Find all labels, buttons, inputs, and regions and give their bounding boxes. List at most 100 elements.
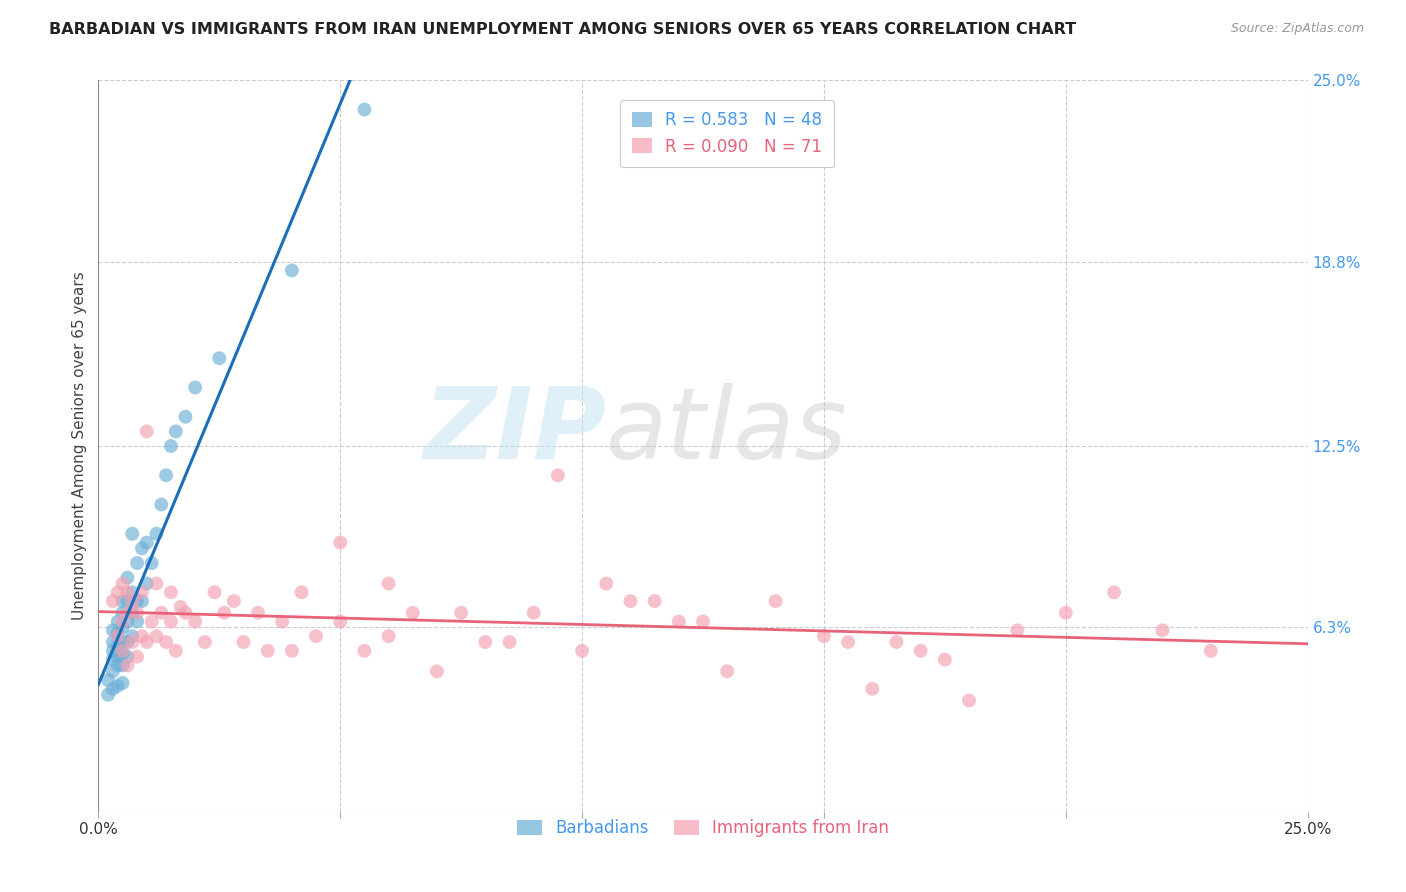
Point (160, 585, 183, 599)
Point (813, 629, 835, 643)
Point (184, 380, 207, 394)
Point (165, 425, 187, 439)
Point (107, 626, 129, 640)
Text: BARBADIAN VS IMMIGRANTS FROM IRAN UNEMPLOYMENT AMONG SENIORS OVER 65 YEARS CORRE: BARBADIAN VS IMMIGRANTS FROM IRAN UNEMPL… (49, 22, 1077, 37)
Point (910, 644, 932, 658)
Point (1152, 624, 1174, 638)
Point (450, 606, 472, 620)
Point (117, 585, 139, 599)
Point (101, 644, 124, 658)
Point (117, 649, 139, 664)
Point (131, 585, 153, 599)
Point (117, 594, 139, 608)
Y-axis label: Unemployment Among Seniors over 65 years: Unemployment Among Seniors over 65 years (72, 272, 87, 620)
Point (121, 629, 143, 643)
Point (101, 652, 124, 666)
Point (426, 665, 449, 679)
Point (131, 541, 153, 556)
Point (184, 615, 207, 629)
Point (111, 620, 134, 634)
Point (155, 635, 177, 649)
Point (377, 576, 399, 591)
Point (121, 635, 143, 649)
Point (329, 615, 352, 629)
Point (547, 468, 569, 483)
Point (523, 606, 546, 620)
Point (101, 635, 124, 649)
Point (135, 425, 157, 439)
Point (127, 556, 149, 570)
Point (595, 576, 617, 591)
Point (127, 649, 149, 664)
Point (121, 594, 143, 608)
Text: atlas: atlas (606, 383, 848, 480)
Point (107, 638, 129, 652)
Point (117, 571, 139, 585)
Point (165, 644, 187, 658)
Point (101, 624, 124, 638)
Point (619, 594, 641, 608)
Point (111, 658, 134, 673)
Point (474, 635, 496, 649)
Point (127, 615, 149, 629)
Point (111, 606, 134, 620)
Point (1054, 606, 1077, 620)
Point (121, 585, 143, 599)
Point (271, 615, 294, 629)
Point (232, 635, 254, 649)
Point (135, 535, 157, 549)
Point (127, 594, 149, 608)
Point (212, 606, 235, 620)
Point (150, 498, 173, 512)
Point (107, 585, 129, 599)
Point (107, 649, 129, 664)
Point (111, 647, 134, 661)
Point (1007, 624, 1029, 638)
Point (117, 658, 139, 673)
Point (290, 585, 312, 599)
Point (121, 606, 143, 620)
Point (247, 606, 270, 620)
Point (281, 644, 304, 658)
Point (117, 615, 139, 629)
Point (174, 606, 197, 620)
Point (208, 351, 231, 366)
Point (97, 673, 120, 687)
Point (111, 676, 134, 690)
Point (160, 615, 183, 629)
Point (111, 615, 134, 629)
Point (256, 644, 278, 658)
Point (222, 594, 245, 608)
Point (141, 615, 163, 629)
Point (329, 535, 352, 549)
Point (281, 263, 304, 277)
Point (194, 635, 217, 649)
Point (155, 468, 177, 483)
Point (141, 556, 163, 570)
Point (107, 629, 129, 643)
Point (107, 615, 129, 629)
Point (131, 629, 153, 643)
Point (145, 576, 167, 591)
Point (402, 606, 425, 620)
Point (353, 644, 375, 658)
Point (498, 635, 520, 649)
Point (1102, 585, 1125, 599)
Point (101, 681, 124, 696)
Point (377, 629, 399, 643)
Point (101, 665, 124, 679)
Point (111, 644, 134, 658)
Point (765, 594, 787, 608)
Point (305, 629, 328, 643)
Point (111, 635, 134, 649)
Point (860, 681, 883, 696)
Point (135, 576, 157, 591)
Point (837, 635, 859, 649)
Point (150, 606, 173, 620)
Point (644, 594, 666, 608)
Point (353, 103, 375, 117)
Point (957, 693, 980, 707)
Point (117, 635, 139, 649)
Point (174, 409, 197, 424)
Point (117, 606, 139, 620)
